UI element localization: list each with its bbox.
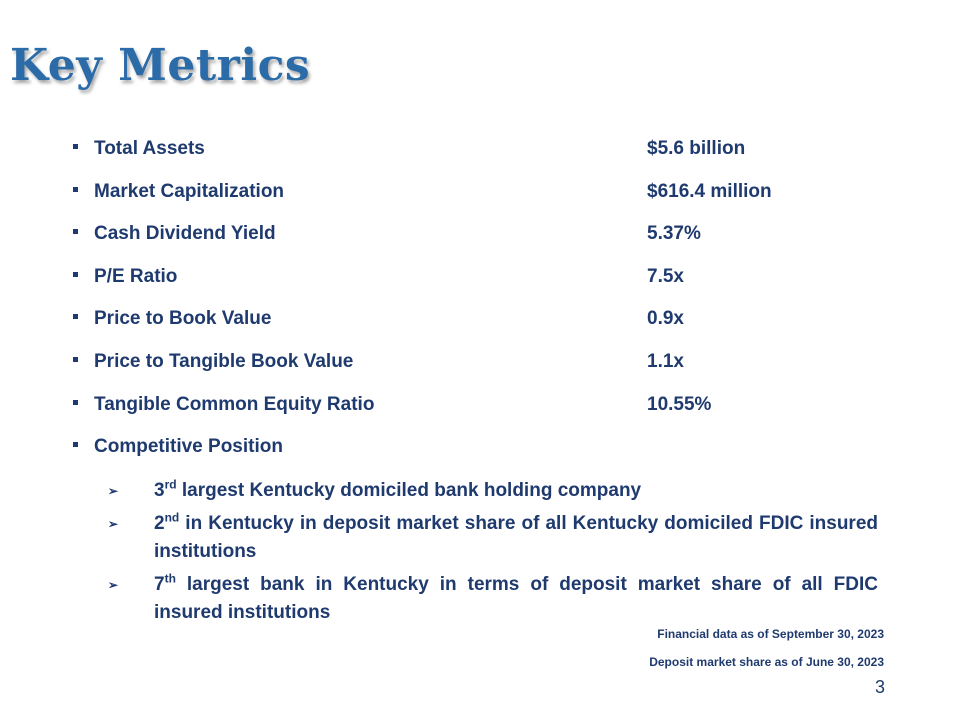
metric-label: Cash Dividend Yield: [94, 223, 276, 245]
metric-row-price-to-book: Price to Book Value 0.9x: [70, 304, 890, 347]
ordinal-suffix: rd: [164, 477, 177, 492]
metric-value: $5.6 billion: [647, 138, 746, 159]
square-bullet-icon: [73, 271, 78, 277]
ordinal-number: 7: [154, 574, 165, 595]
metric-label: Price to Tangible Book Value: [94, 350, 354, 372]
metric-label: Tangible Common Equity Ratio: [94, 393, 375, 415]
metric-row-price-to-tangible-book: Price to Tangible Book Value 1.1x: [70, 347, 890, 390]
slide-title: Key Metrics: [10, 40, 311, 91]
metric-label: Competitive Position: [94, 436, 283, 458]
metric-row-dividend-yield: Cash Dividend Yield 5.37%: [70, 219, 890, 262]
list-item-text: largest bank in Kentucky in terms of dep…: [154, 574, 878, 623]
metric-row-tce-ratio: Tangible Common Equity Ratio 10.55%: [70, 390, 890, 433]
metric-value: 7.5x: [647, 265, 684, 287]
metric-label: Price to Book Value: [94, 308, 272, 330]
square-bullet-icon: [73, 186, 78, 192]
chevron-right-icon: ➢: [108, 578, 119, 592]
chevron-right-icon: ➢: [108, 517, 119, 531]
metric-value: $616.4 million: [647, 180, 772, 202]
list-item: ➢ 7th largest bank in Kentucky in terms o…: [108, 571, 878, 627]
list-item: ➢ 3rd largest Kentucky domiciled bank hol…: [108, 477, 878, 505]
square-bullet-icon: [73, 356, 78, 362]
footnote-financial-data: Financial data as of September 30, 2023: [657, 627, 884, 641]
list-item-text: in Kentucky in deposit market share of a…: [154, 513, 878, 562]
ordinal-suffix: nd: [164, 510, 180, 525]
metric-label: Total Assets: [94, 138, 205, 159]
ordinal-number: 3: [154, 480, 165, 501]
metrics-list: Total Assets $5.6 billion Market Capitali…: [70, 134, 890, 475]
metric-value: 10.55%: [647, 393, 712, 415]
metric-row-market-cap: Market Capitalization $616.4 million: [70, 177, 890, 220]
square-bullet-icon: [73, 144, 78, 149]
page-number: 3: [874, 677, 885, 697]
competitive-position-list: ➢ 3rd largest Kentucky domiciled bank hol…: [108, 477, 878, 632]
square-bullet-icon: [73, 314, 78, 320]
metric-label: Market Capitalization: [94, 180, 285, 202]
list-item-text: largest Kentucky domiciled bank holding …: [176, 480, 642, 501]
square-bullet-icon: [73, 399, 78, 405]
square-bullet-icon: [73, 229, 78, 235]
ordinal-suffix: th: [164, 571, 176, 586]
metric-value: 0.9x: [647, 308, 684, 330]
metric-row-pe-ratio: P/E Ratio 7.5x: [70, 262, 890, 305]
metric-label: P/E Ratio: [94, 265, 178, 287]
metric-row-total-assets: Total Assets $5.6 billion: [70, 134, 890, 177]
metric-value: 5.37%: [647, 223, 701, 245]
ordinal-number: 2: [154, 513, 165, 534]
metric-row-competitive-position: Competitive Position: [70, 432, 890, 475]
footnote-deposit-share: Deposit market share as of June 30, 2023: [649, 655, 884, 669]
square-bullet-icon: [73, 442, 78, 448]
list-item: ➢ 2nd in Kentucky in deposit market share…: [108, 510, 878, 566]
metric-value: 1.1x: [647, 350, 684, 372]
chevron-right-icon: ➢: [108, 484, 119, 498]
